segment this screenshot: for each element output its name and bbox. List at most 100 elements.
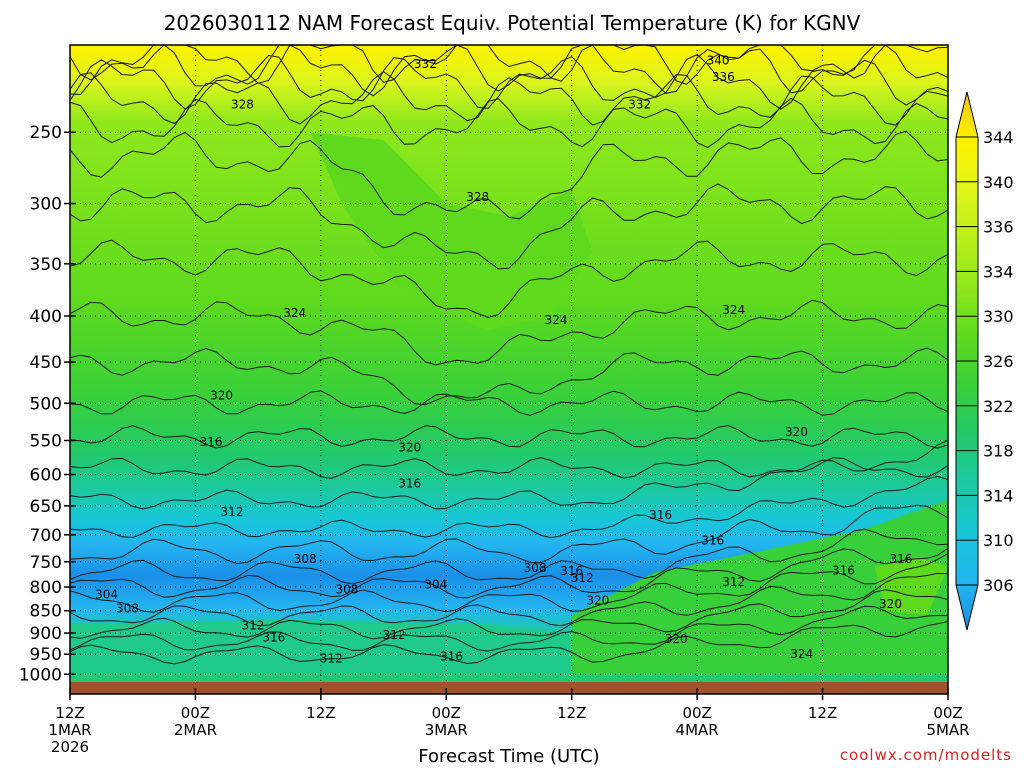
x-tick-label: 4MAR — [676, 721, 719, 739]
x-tick-label: 12Z — [55, 704, 84, 722]
y-tick-label: 750 — [30, 553, 62, 573]
contour-line — [70, 183, 948, 270]
colorbar-tick-label: 322 — [983, 397, 1014, 416]
contour-line — [70, 45, 948, 85]
colorbar: 344 340 336 334 330 326 322 318 314 310 306 — [955, 91, 1014, 631]
x-tick-label: 12Z — [557, 704, 586, 722]
contour-line — [70, 45, 948, 97]
y-tick-label: 300 — [30, 195, 62, 215]
colorbar-tick-label: 306 — [983, 576, 1014, 595]
lower-warm-sector — [571, 499, 948, 675]
plot-frame — [69, 44, 949, 695]
x-tick-label: 3MAR — [425, 721, 468, 739]
contour-value-label: 308 — [116, 601, 139, 615]
x-tick-label: 12Z — [306, 704, 335, 722]
x-tick-label: 2MAR — [174, 721, 217, 739]
contour-line — [70, 605, 948, 652]
contour-line — [70, 620, 948, 665]
contour-value-label: 324 — [722, 303, 745, 317]
contour-value-label: 316 — [832, 564, 855, 578]
contour-line — [70, 504, 948, 565]
x-tick-label: 12Z — [808, 704, 837, 722]
colorbar-tick-label: 334 — [983, 262, 1014, 281]
x-tick-label: 5MAR — [926, 721, 969, 739]
y-tick-label: 350 — [30, 255, 62, 275]
x-tick-label: 00Z — [181, 704, 210, 722]
contour-value-label: 316 — [200, 435, 223, 449]
y-tick-label: 500 — [30, 394, 62, 414]
terrain-ground — [70, 682, 948, 694]
x-tick-label: 00Z — [432, 704, 461, 722]
contour-value-label: 312 — [722, 575, 745, 589]
contour-value-label: 320 — [665, 632, 688, 646]
x-axis-label: Forecast Time (UTC) — [418, 746, 599, 767]
contour-value-label: 320 — [785, 425, 808, 439]
contour-value-label: 324 — [545, 313, 568, 327]
contour-value-label: 316 — [701, 533, 724, 547]
y-tick-label: 650 — [30, 497, 62, 517]
y-tick-label: 1000 — [19, 665, 62, 685]
contour-value-label: 304 — [95, 587, 118, 601]
y-tick-label: 850 — [30, 602, 62, 622]
contour-line — [70, 53, 948, 110]
contour-value-label: 312 — [320, 651, 343, 665]
x-tick-label: 00Z — [682, 704, 711, 722]
contour-line — [70, 97, 948, 149]
contour-line — [70, 299, 948, 366]
contour-value-label: 320 — [879, 597, 902, 611]
contour-value-label: 332 — [414, 57, 437, 71]
contour-line — [70, 457, 948, 479]
contour-value-label: 340 — [707, 53, 730, 67]
contour-value-label: 316 — [649, 508, 672, 522]
warm-pocket — [874, 556, 948, 616]
contour-value-label: 328 — [466, 190, 489, 204]
chart-title: 2026030112 NAM Forecast Equiv. Potential… — [164, 11, 861, 35]
y-tick-label: 800 — [30, 578, 62, 598]
contour-value-label: 308 — [294, 552, 317, 566]
colorbar-tick-label: 318 — [983, 442, 1014, 461]
contour-value-label: 332 — [628, 98, 651, 112]
contour-value-label: 308 — [336, 582, 359, 596]
colorbar-tick-label: 314 — [983, 486, 1014, 505]
contour-value-label: 312 — [571, 571, 594, 585]
contour-value-label: 336 — [712, 70, 735, 84]
contour-value-label: 320 — [586, 593, 609, 607]
x-tick-label: 1MAR — [48, 721, 91, 739]
contour-line — [70, 547, 948, 599]
credit-text: coolwx.com/modelts — [840, 746, 1012, 764]
contour-value-label: 320 — [210, 388, 233, 402]
colorbar-tick-label: 340 — [983, 173, 1014, 192]
y-tick-label: 450 — [30, 353, 62, 373]
contour-value-label: 316 — [560, 564, 583, 578]
y-tick-label: 400 — [30, 307, 62, 327]
contour-value-label: 316 — [262, 630, 285, 644]
colorbar-tick-label: 326 — [983, 352, 1014, 371]
contour-line — [70, 475, 948, 539]
plot-area — [70, 45, 948, 682]
contour-line — [70, 425, 948, 449]
contour-value-label: 304 — [424, 578, 447, 592]
contour-line — [70, 439, 948, 510]
contour-line — [70, 553, 948, 613]
contour-value-label: 316 — [890, 552, 913, 566]
contour-line — [70, 71, 948, 126]
y-tick-label: 250 — [30, 123, 62, 143]
y-tick-label: 700 — [30, 526, 62, 546]
contour-line — [70, 239, 948, 319]
contour-value-label: 324 — [790, 647, 813, 661]
boundary-moist-layer — [70, 619, 572, 675]
contour-line — [70, 130, 948, 220]
colorbar-tick-label: 310 — [983, 531, 1014, 550]
colorbar-tick-label: 330 — [983, 307, 1014, 326]
contour-value-label: 312 — [221, 505, 244, 519]
colorbar-tick-label: 336 — [983, 218, 1014, 237]
contour-line — [70, 347, 948, 406]
contour-line — [70, 528, 948, 585]
y-tick-label: 600 — [30, 466, 62, 486]
contour-value-label: 316 — [398, 477, 421, 491]
y-tick-label: 900 — [30, 624, 62, 644]
contour-value-label: 320 — [398, 441, 421, 455]
x-tick-label: 00Z — [933, 704, 962, 722]
contour-value-label: 312 — [383, 628, 406, 642]
